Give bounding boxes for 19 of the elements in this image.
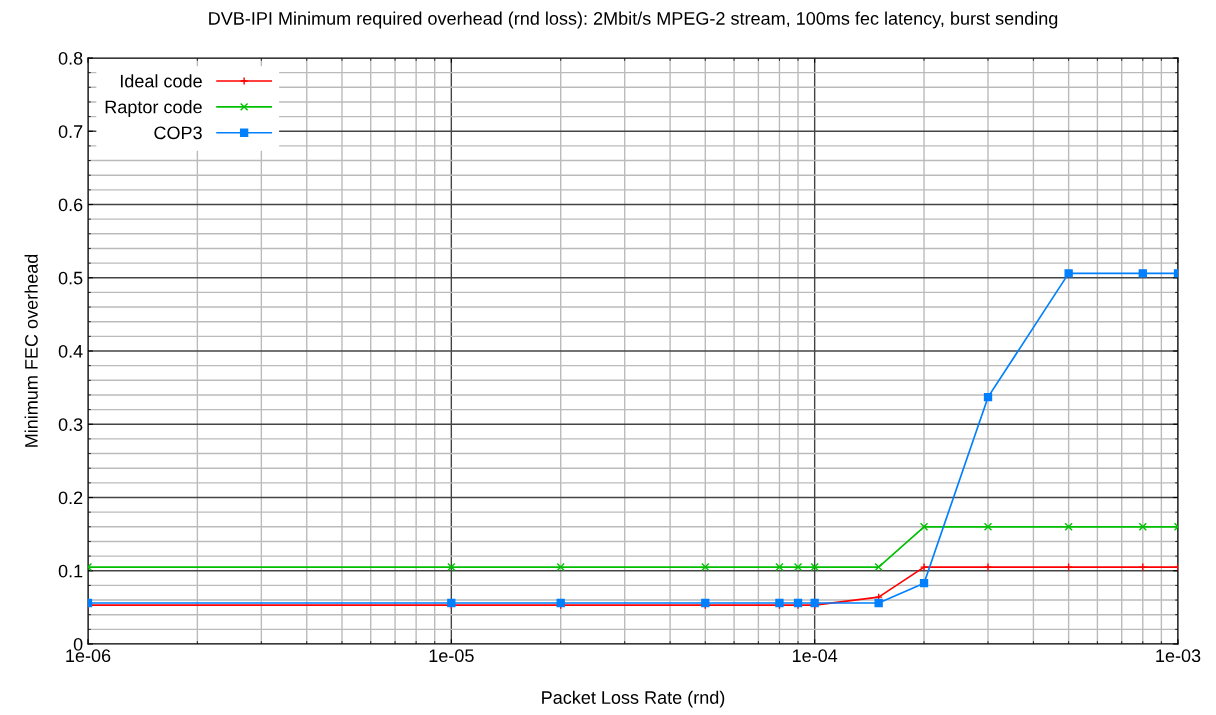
y-tick-label: 0.5: [58, 271, 83, 285]
x-axis-title: Packet Loss Rate (rnd): [542, 690, 725, 708]
chart-title: DVB-IPI Minimum required overhead (rnd loss): 2Mbit/s MPEG-2 stream, 100ms fec latency, burst sending: [209, 11, 1058, 29]
y-tick-label: 0.8: [58, 51, 83, 65]
y-tick-label: 0: [73, 637, 83, 651]
x-tick-label: 1e-04: [792, 649, 838, 663]
y-tick-label: 0.1: [58, 564, 83, 578]
y-tick-label: 0.4: [58, 344, 83, 358]
x-tick-label: 1e-03: [1156, 649, 1201, 663]
y-tick-label: 0.2: [58, 491, 83, 505]
y-axis-title: Minimum FEC overhead: [24, 254, 38, 447]
x-tick-label: 1e-05: [429, 649, 474, 663]
legend-label: Raptor code: [105, 100, 202, 117]
legend-label: Ideal code: [120, 74, 202, 88]
y-tick-label: 0.6: [58, 198, 83, 212]
y-tick-label: 0.7: [58, 125, 83, 138]
y-tick-label: 0.3: [58, 418, 83, 431]
legend-label: COP3: [154, 126, 202, 140]
x-tick-label: 1e-06: [66, 649, 111, 663]
